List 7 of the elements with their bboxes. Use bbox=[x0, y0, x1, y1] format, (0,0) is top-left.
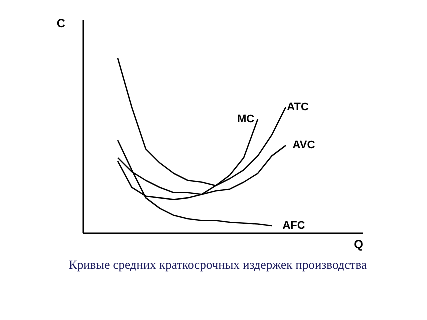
series-label: MC bbox=[237, 114, 255, 126]
text: Кривые средних краткосрочных издержек производства bbox=[69, 258, 368, 272]
y-axis-title: C bbox=[56, 16, 66, 30]
x-axis-title: Q bbox=[354, 238, 364, 252]
series-label: ATC bbox=[287, 101, 309, 114]
series-label: AFC bbox=[282, 220, 306, 232]
series-label: AVC bbox=[292, 140, 316, 152]
